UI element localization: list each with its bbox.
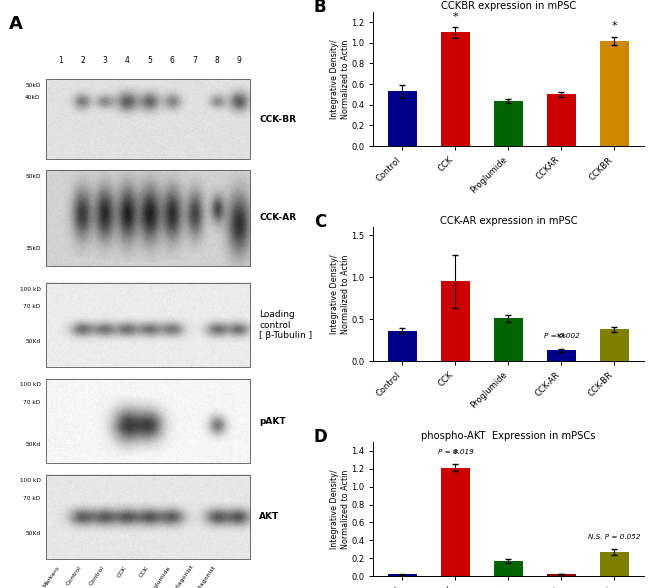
Text: 9: 9 bbox=[237, 56, 242, 65]
Text: CCK-AR: CCK-AR bbox=[259, 213, 296, 222]
Text: 40kD: 40kD bbox=[25, 95, 40, 100]
Text: *: * bbox=[612, 21, 617, 31]
Text: Loading
control
[ β-Tubulin ]: Loading control [ β-Tubulin ] bbox=[259, 310, 312, 340]
Bar bbox=[441, 32, 470, 146]
Text: CCK: CCK bbox=[116, 565, 127, 579]
Bar bbox=[547, 95, 576, 146]
Text: 5: 5 bbox=[148, 56, 152, 65]
Bar bbox=[388, 574, 417, 576]
Title: phospho-AKT  Expression in mPSCs: phospho-AKT Expression in mPSCs bbox=[421, 431, 595, 441]
Text: 70 kD: 70 kD bbox=[23, 496, 40, 501]
Title: CCKBR expression in mPSC: CCKBR expression in mPSC bbox=[441, 1, 576, 11]
Bar bbox=[547, 350, 576, 361]
Text: P = 0.002: P = 0.002 bbox=[543, 333, 579, 339]
Text: 70 kD: 70 kD bbox=[23, 400, 40, 405]
Text: 70 kD: 70 kD bbox=[23, 304, 40, 309]
Bar bbox=[441, 282, 470, 361]
Text: 100 kD: 100 kD bbox=[20, 287, 40, 292]
Text: 8: 8 bbox=[214, 56, 219, 65]
Text: Control: Control bbox=[66, 565, 83, 587]
Bar bbox=[494, 318, 523, 361]
Text: 35kD: 35kD bbox=[25, 246, 40, 251]
Text: *: * bbox=[452, 12, 458, 22]
Text: Markers: Markers bbox=[42, 565, 60, 588]
Y-axis label: Integrative Density/
Normalized to Actin: Integrative Density/ Normalized to Actin bbox=[330, 254, 350, 334]
Text: 100 kD: 100 kD bbox=[20, 382, 40, 387]
Text: 4: 4 bbox=[125, 56, 130, 65]
Bar bbox=[494, 101, 523, 146]
Text: P = 0.019: P = 0.019 bbox=[437, 449, 473, 455]
Text: 3: 3 bbox=[103, 56, 107, 65]
Text: 50kD: 50kD bbox=[25, 82, 40, 88]
Text: CCK-BR: CCK-BR bbox=[259, 115, 296, 123]
Text: 50Kd: 50Kd bbox=[25, 442, 40, 447]
Text: Control: Control bbox=[88, 565, 105, 587]
Bar bbox=[388, 91, 417, 146]
Text: 7: 7 bbox=[192, 56, 197, 65]
Bar bbox=[388, 331, 417, 361]
Bar bbox=[600, 41, 629, 146]
Text: 50Kd: 50Kd bbox=[25, 339, 40, 345]
Bar bbox=[441, 468, 470, 576]
Text: 1: 1 bbox=[58, 56, 63, 65]
Text: 50kD: 50kD bbox=[25, 174, 40, 179]
Bar bbox=[547, 574, 576, 576]
Text: CCKAR antagonist: CCKAR antagonist bbox=[158, 565, 194, 588]
Text: N.S. P = 0.052: N.S. P = 0.052 bbox=[588, 534, 641, 540]
Text: AKT: AKT bbox=[259, 513, 280, 522]
Text: CCKBR antagonist: CCKBR antagonist bbox=[180, 565, 217, 588]
Y-axis label: Integrative Density/
Normalized to Actin: Integrative Density/ Normalized to Actin bbox=[330, 469, 350, 549]
Bar bbox=[600, 552, 629, 576]
Text: 6: 6 bbox=[170, 56, 175, 65]
Text: B: B bbox=[314, 0, 326, 16]
Text: C: C bbox=[314, 213, 326, 231]
Title: CCK-AR expression in mPSC: CCK-AR expression in mPSC bbox=[439, 216, 577, 226]
Text: 50Kd: 50Kd bbox=[25, 532, 40, 536]
Text: CCK: CCK bbox=[138, 565, 150, 579]
Text: D: D bbox=[314, 429, 328, 446]
Bar bbox=[600, 329, 629, 361]
Text: *: * bbox=[452, 449, 458, 459]
Text: **: ** bbox=[556, 333, 567, 343]
Text: 2: 2 bbox=[81, 56, 85, 65]
Text: 100 kD: 100 kD bbox=[20, 478, 40, 483]
Text: pAKT: pAKT bbox=[259, 416, 285, 426]
Y-axis label: Integrative Density/
Normalized to Actin: Integrative Density/ Normalized to Actin bbox=[330, 39, 350, 119]
Text: Proglumide: Proglumide bbox=[148, 565, 172, 588]
Text: A: A bbox=[9, 15, 23, 32]
Bar bbox=[494, 561, 523, 576]
